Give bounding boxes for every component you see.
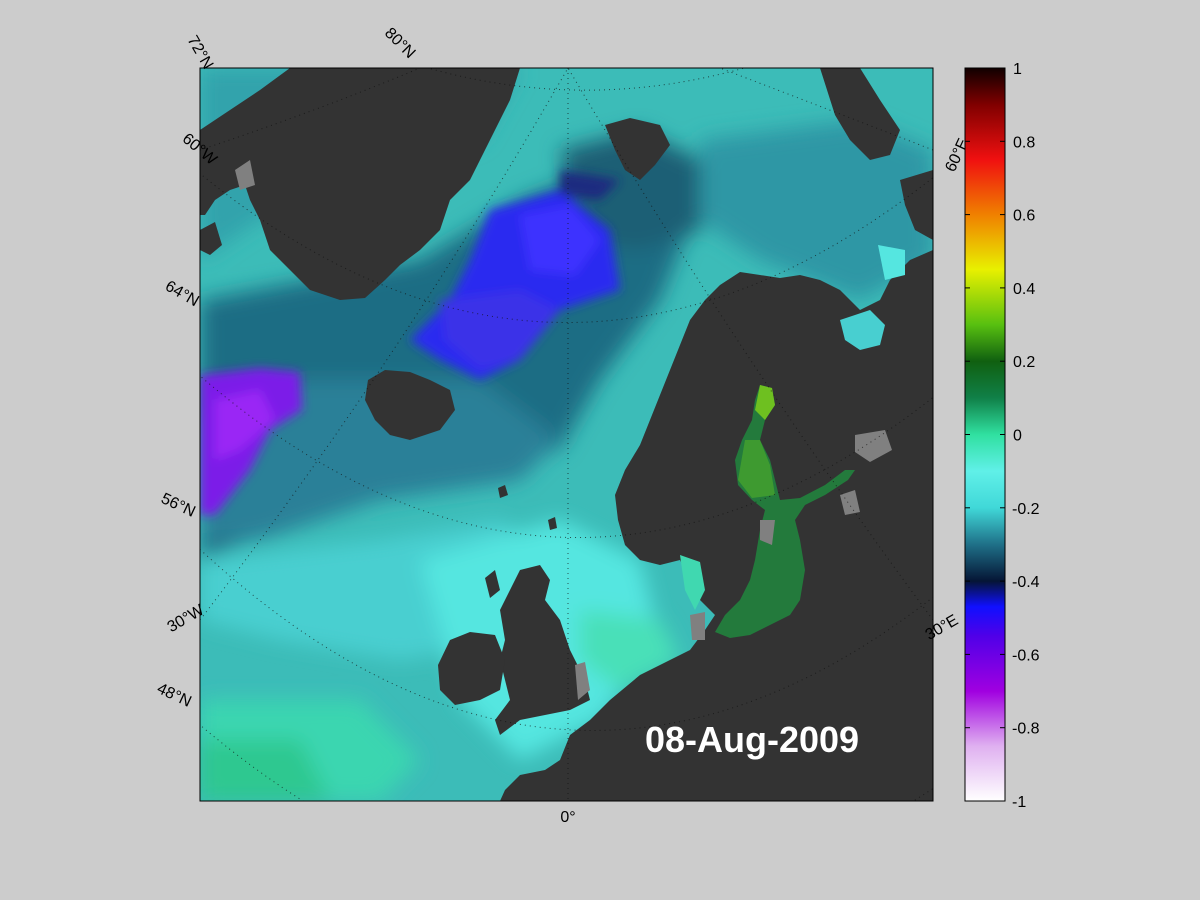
lat-label-64n: 64°N	[162, 278, 201, 311]
colorbar-tick-label: -0.6	[1012, 647, 1040, 664]
lat-label-72n: 72°N	[184, 33, 217, 72]
colorbar-tick-label: -0.2	[1012, 501, 1040, 518]
inland-seas	[680, 245, 905, 638]
lat-label-48n: 48°N	[154, 680, 194, 711]
colorbar-tick-label: 0	[1013, 428, 1022, 445]
colorbar-tick-label: 0.8	[1013, 134, 1035, 151]
colorbar-tick-label: 0.6	[1013, 208, 1035, 225]
ocean-low-anomaly	[200, 170, 620, 515]
graticule	[200, 68, 933, 801]
land	[200, 68, 933, 801]
colorbar-bar	[964, 67, 1006, 802]
lat-label-80n: 80°N	[381, 25, 418, 62]
colorbar-tick-label: 0.4	[1013, 281, 1035, 298]
lon-label-0: 0°	[560, 809, 575, 826]
date-label: 08-Aug-2009	[645, 719, 859, 760]
colorbar-tick-label: -0.4	[1012, 574, 1040, 591]
colorbar-tick-label: 1	[1013, 61, 1022, 78]
lat-label-56n: 56°N	[158, 490, 198, 521]
map-frame	[199, 67, 934, 802]
colorbar-tick-label: -1	[1012, 794, 1026, 811]
colorbar-tick-label: 0.2	[1013, 354, 1035, 371]
map-panel: 08-Aug-2009	[200, 68, 933, 801]
colorbar-ticks: 1 0.8 0.6 0.4 0.2 0 -0.2 -0.4 -0.6 -0.8 -1	[965, 61, 1040, 811]
colorbar-tick-label: -0.8	[1012, 721, 1040, 738]
colorbar: 1 0.8 0.6 0.4 0.2 0 -0.2 -0.4 -0.6 -0.8 -1	[964, 61, 1040, 811]
ice-land	[235, 160, 892, 700]
